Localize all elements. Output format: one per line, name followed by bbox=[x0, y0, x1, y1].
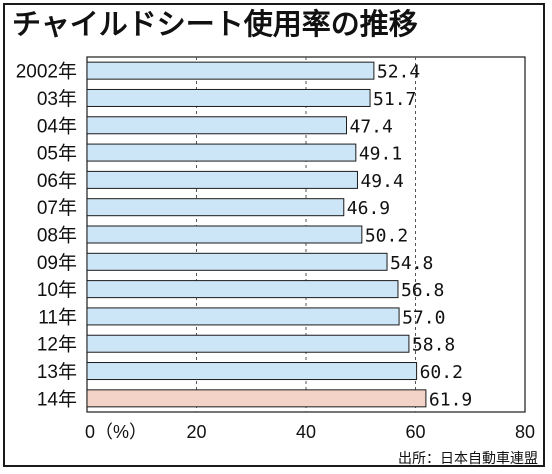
value-label: 47.4 bbox=[350, 116, 393, 137]
x-tick-label: 40 bbox=[296, 422, 316, 442]
value-label: 49.1 bbox=[359, 144, 402, 165]
category-label: 10年 bbox=[37, 279, 77, 301]
bar-highlight bbox=[86, 389, 427, 408]
bar bbox=[86, 143, 357, 162]
value-label: 52.4 bbox=[377, 62, 420, 83]
x-tick-label: 60 bbox=[405, 422, 425, 442]
value-label: 46.9 bbox=[347, 198, 390, 219]
category-label: 11年 bbox=[38, 306, 77, 328]
bar bbox=[86, 362, 418, 381]
x-tick-label: 20 bbox=[186, 422, 206, 442]
value-label: 51.7 bbox=[373, 89, 416, 110]
bar bbox=[86, 252, 388, 271]
bar bbox=[86, 170, 358, 189]
bar bbox=[86, 61, 375, 80]
value-label: 54.8 bbox=[390, 253, 433, 274]
category-label: 09年 bbox=[37, 252, 77, 274]
bar bbox=[86, 88, 371, 107]
value-label: 60.2 bbox=[420, 362, 463, 383]
category-label: 13年 bbox=[37, 361, 77, 383]
category-label: 12年 bbox=[37, 334, 77, 356]
x-tick-label: 0（%） bbox=[85, 422, 147, 442]
x-tick-label: 80 bbox=[515, 422, 535, 442]
bar bbox=[86, 116, 348, 135]
bar bbox=[86, 225, 363, 244]
category-label: 03年 bbox=[37, 88, 77, 110]
chart-title: チャイルドシート使用率の推移 bbox=[12, 7, 418, 41]
source-note: 出所：日本自動車連盟 bbox=[398, 451, 538, 467]
category-label: 14年 bbox=[37, 388, 77, 410]
value-label: 58.8 bbox=[412, 335, 455, 356]
category-label: 06年 bbox=[37, 170, 77, 192]
value-label: 49.4 bbox=[360, 171, 403, 192]
category-label: 07年 bbox=[37, 197, 77, 219]
category-label: 2002年 bbox=[16, 61, 77, 83]
bar bbox=[86, 280, 399, 299]
value-label: 61.9 bbox=[429, 389, 472, 410]
category-label: 08年 bbox=[37, 225, 77, 247]
value-label: 56.8 bbox=[401, 280, 444, 301]
category-label: 05年 bbox=[37, 143, 77, 165]
value-label: 50.2 bbox=[365, 226, 408, 247]
bar bbox=[86, 198, 345, 217]
category-label: 04年 bbox=[37, 115, 77, 137]
value-label: 57.0 bbox=[402, 307, 445, 328]
bar bbox=[86, 334, 410, 353]
bar bbox=[86, 307, 400, 326]
